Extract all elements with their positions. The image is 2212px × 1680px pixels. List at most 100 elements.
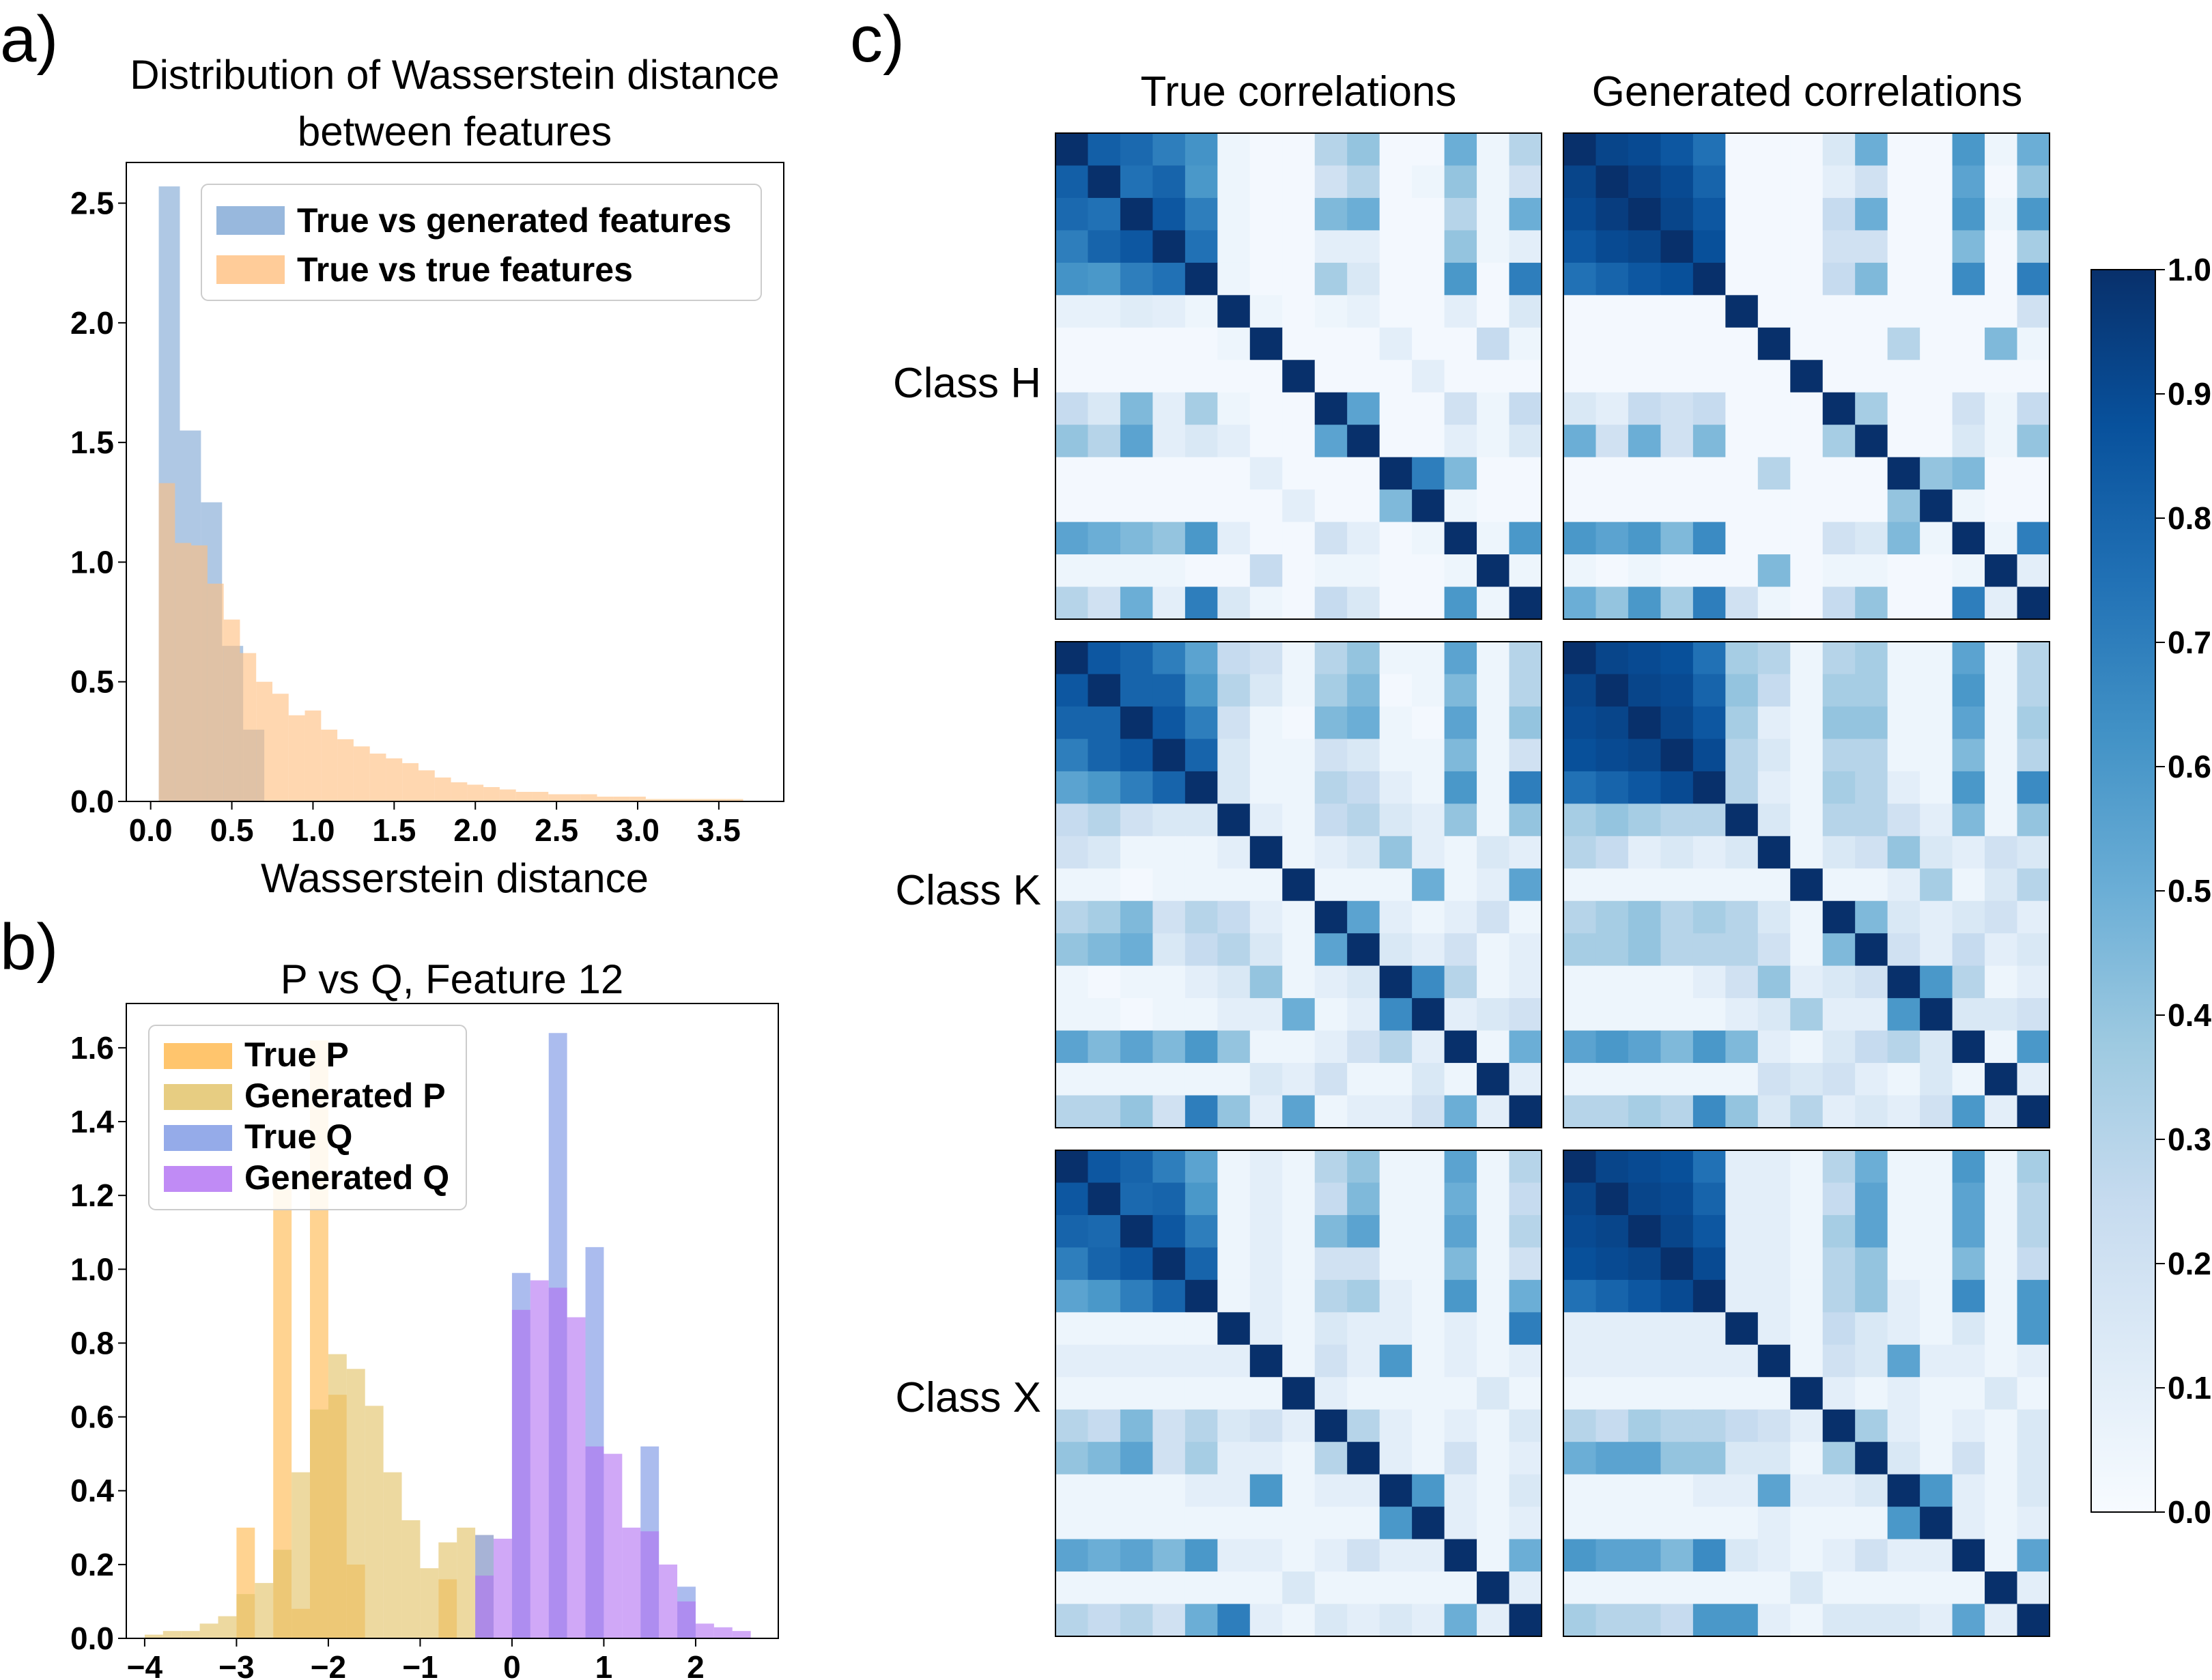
heatmap-cell <box>1282 457 1316 490</box>
panel-a-bar-s1-23 <box>532 791 549 801</box>
heatmap-cell <box>1887 133 1920 167</box>
heatmap-frame <box>1563 132 2050 620</box>
heatmap-cell <box>1563 425 1597 458</box>
heatmap-cell <box>1596 1247 1629 1281</box>
heatmap-cell <box>1282 674 1316 707</box>
heatmap-cell <box>1790 1507 1824 1540</box>
heatmap-cell <box>1314 1507 1348 1540</box>
heatmap-cell <box>1822 933 1856 967</box>
heatmap-cell <box>1120 522 1153 555</box>
heatmap-cell <box>1509 868 1542 902</box>
heatmap-cell <box>1055 771 1089 804</box>
heatmap-cell <box>1952 262 1985 296</box>
heatmap-cell <box>1152 933 1186 967</box>
heatmap-cell <box>1725 457 1759 490</box>
panel-a-bar-s1-35 <box>726 799 743 801</box>
heatmap-cell <box>1444 522 1477 555</box>
panel-b-bar-s1-14 <box>401 1520 421 1638</box>
heatmap-cell <box>1444 457 1477 490</box>
heatmap-cell <box>1347 522 1380 555</box>
heatmap-cell <box>1790 706 1824 739</box>
panel-b-legend-swatch-3 <box>164 1166 232 1192</box>
heatmap-cell <box>1920 262 1953 296</box>
heatmap-cell <box>1282 900 1316 934</box>
panel-b-bar-s1-5 <box>236 1594 255 1638</box>
heatmap-cell <box>1347 1214 1380 1248</box>
heatmap-cell <box>1217 1150 1251 1184</box>
heatmap-cell <box>1282 522 1316 555</box>
heatmap-cell <box>1379 1409 1413 1442</box>
heatmap-cell <box>1822 230 1856 264</box>
heatmap-cell <box>1217 642 1251 675</box>
heatmap-cell <box>1887 360 1920 393</box>
heatmap-cell <box>1282 392 1316 425</box>
heatmap-cell <box>1855 1214 1888 1248</box>
heatmap-cell <box>1757 1539 1791 1572</box>
heatmap-cell <box>1477 425 1510 458</box>
heatmap-cell <box>1887 739 1920 772</box>
heatmap-cell <box>1596 1442 1629 1475</box>
heatmap-cell <box>1055 554 1089 588</box>
heatmap-cell <box>1314 1030 1348 1064</box>
heatmap-cell <box>1628 165 1661 199</box>
panel-b-bar-s3-8 <box>622 1527 641 1638</box>
heatmap-cell <box>1509 1150 1542 1184</box>
heatmap-cell <box>1596 868 1629 902</box>
heatmap-cell <box>1985 392 2018 425</box>
heatmap-cell <box>1347 900 1380 934</box>
heatmap-cell <box>1282 425 1316 458</box>
heatmap-cell <box>1855 489 1888 523</box>
heatmap-cell <box>1660 392 1694 425</box>
heatmap-cell <box>1660 522 1694 555</box>
heatmap-cell <box>1347 489 1380 523</box>
heatmap-cell <box>1660 1247 1694 1281</box>
panel-a-legend-label-1: True vs true features <box>297 251 633 289</box>
heatmap-cell <box>1444 1247 1477 1281</box>
heatmap-cell <box>2017 586 2050 620</box>
heatmap-cell <box>1088 1214 1121 1248</box>
heatmap-cell <box>1412 1474 1445 1507</box>
heatmap-cell <box>1822 674 1856 707</box>
heatmap-cell <box>1985 965 2018 999</box>
heatmap-cell <box>1152 1539 1186 1572</box>
heatmap-cell <box>1249 900 1283 934</box>
heatmap-cell <box>1596 1377 1629 1410</box>
panel-b-bar-s3-14 <box>732 1631 751 1638</box>
heatmap-cell <box>1055 522 1089 555</box>
heatmap-cell <box>1822 327 1856 360</box>
heatmap-cell <box>2017 425 2050 458</box>
heatmap-cell <box>1887 1571 1920 1605</box>
heatmap-cell <box>1692 965 1726 999</box>
heatmap-cell <box>1347 1063 1380 1096</box>
heatmap-cell <box>1509 1030 1542 1064</box>
heatmap-cell <box>1185 1377 1218 1410</box>
heatmap-cell <box>1055 1377 1089 1410</box>
heatmap-cell <box>1055 1474 1089 1507</box>
heatmap-cell <box>1314 489 1348 523</box>
heatmap-cell <box>1757 295 1791 328</box>
heatmap-cell <box>1185 998 1218 1031</box>
heatmap-cell <box>1217 425 1251 458</box>
heatmap-cell <box>1985 425 2018 458</box>
panel-a-title-line-1: Distribution of Wasserstein distance <box>130 52 780 98</box>
heatmap-cell <box>1920 642 1953 675</box>
heatmap-cell <box>1563 1604 1597 1637</box>
heatmap-cell <box>1790 425 1824 458</box>
heatmap-cell <box>2017 1604 2050 1637</box>
heatmap-cell <box>1088 1095 1121 1128</box>
panel-a-bar-s1-33 <box>694 799 711 801</box>
heatmap-cell <box>1185 1539 1218 1572</box>
heatmap-cell <box>1822 1604 1856 1637</box>
heatmap-cell <box>1249 522 1283 555</box>
heatmap-cell <box>1314 933 1348 967</box>
heatmap-cell <box>1282 1182 1316 1216</box>
heatmap-cell <box>1596 965 1629 999</box>
heatmap-cell <box>1887 900 1920 934</box>
heatmap-cell <box>1628 295 1661 328</box>
heatmap-cell <box>1152 868 1186 902</box>
heatmap-cell <box>1249 1604 1283 1637</box>
heatmap-cell <box>1477 262 1510 296</box>
heatmap-cell <box>1660 360 1694 393</box>
heatmap-cell <box>1249 392 1283 425</box>
heatmap-cell <box>1055 1030 1089 1064</box>
